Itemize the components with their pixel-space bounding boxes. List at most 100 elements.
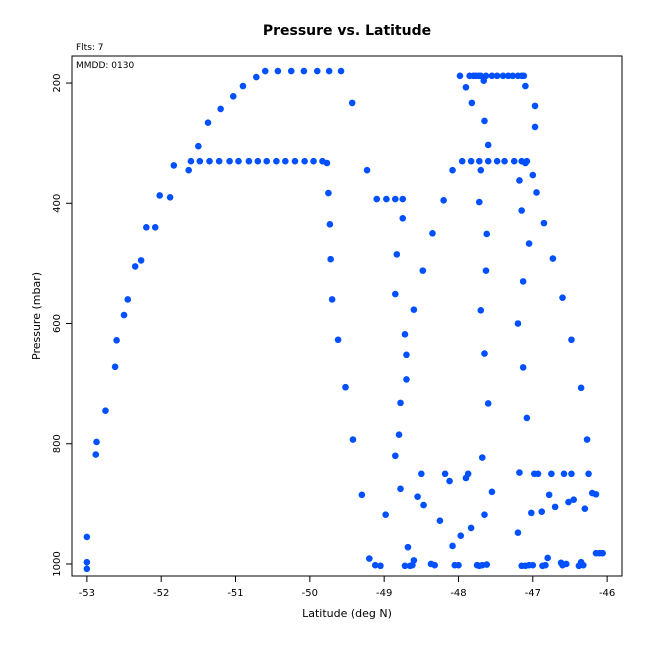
data-point (291, 157, 299, 165)
data-point (519, 278, 527, 285)
data-point (371, 561, 379, 569)
data-point (549, 255, 557, 262)
data-point (431, 561, 439, 569)
data-point (401, 331, 409, 338)
data-point (458, 157, 466, 165)
data-point (120, 311, 128, 319)
data-point (300, 67, 308, 75)
data-point (468, 99, 476, 107)
y-tick-label: 1000 (52, 551, 63, 576)
data-point (570, 496, 577, 503)
data-point (418, 470, 425, 478)
data-point (83, 565, 91, 573)
y-tick-label: 200 (52, 74, 63, 93)
data-point (467, 524, 475, 532)
data-point (399, 215, 407, 222)
data-point (457, 532, 465, 540)
data-point (545, 491, 553, 499)
data-point (441, 470, 449, 478)
x-tick-label: -53 (79, 588, 95, 599)
data-point (581, 505, 589, 512)
data-point (382, 511, 389, 518)
data-point (518, 207, 525, 214)
data-point (481, 117, 488, 125)
data-point (551, 503, 559, 511)
data-point (488, 72, 496, 80)
data-point (449, 542, 456, 550)
data-point (585, 470, 592, 478)
data-point (516, 177, 523, 184)
data-point (484, 400, 492, 407)
data-point (483, 230, 491, 238)
data-point (274, 67, 282, 75)
data-point (187, 157, 195, 165)
data-point (313, 67, 321, 75)
data-point (113, 337, 120, 344)
data-point (419, 267, 427, 274)
data-point (522, 159, 529, 167)
data-point (501, 157, 508, 165)
data-point (397, 485, 404, 493)
data-point (358, 491, 366, 499)
data-point (464, 470, 472, 478)
data-point (245, 157, 253, 165)
data-point (365, 555, 373, 562)
data-point (481, 350, 488, 357)
data-point (273, 157, 280, 165)
data-point (560, 470, 568, 478)
data-point (393, 251, 401, 258)
data-point (392, 195, 399, 203)
data-point (420, 501, 427, 509)
data-point (410, 306, 418, 313)
data-point (287, 67, 295, 75)
data-point (520, 72, 528, 80)
y-tick-label: 400 (52, 194, 63, 213)
data-point (516, 469, 523, 476)
annotation-date: MMDD: 0130 (76, 61, 134, 71)
data-point (528, 509, 535, 517)
data-point (399, 195, 407, 203)
data-point (166, 193, 174, 201)
data-point (449, 166, 456, 174)
data-point (310, 157, 317, 165)
data-point (440, 196, 447, 204)
data-point (477, 166, 485, 174)
x-tick-label: -49 (376, 588, 392, 599)
data-point (327, 255, 334, 263)
data-point (455, 561, 462, 569)
data-point (254, 157, 262, 165)
data-point (196, 157, 204, 165)
data-point (456, 72, 464, 80)
data-point (323, 159, 331, 167)
data-point (334, 336, 342, 344)
data-point (499, 72, 507, 80)
data-point (137, 257, 145, 264)
plot-frame (71, 55, 623, 577)
data-point (93, 438, 100, 446)
data-point (392, 452, 399, 460)
data-point (403, 376, 410, 383)
data-point (475, 198, 483, 206)
data-point (577, 558, 585, 566)
x-tick-label: -50 (302, 588, 318, 599)
data-point (373, 195, 381, 203)
data-point (482, 72, 490, 80)
data-point (326, 221, 334, 228)
data-point (548, 470, 555, 478)
data-point (446, 477, 453, 485)
x-tick-label: -51 (227, 588, 243, 599)
data-point (484, 141, 492, 149)
data-point (484, 157, 492, 165)
data-point (529, 561, 537, 569)
data-point (467, 157, 475, 165)
data-point (239, 82, 247, 90)
data-point (195, 142, 202, 150)
data-point (328, 296, 336, 303)
data-point (215, 157, 223, 165)
data-point (83, 533, 91, 541)
data-point (592, 490, 600, 498)
data-point (401, 562, 409, 570)
data-point (493, 157, 501, 165)
x-tick-label: -48 (450, 588, 466, 599)
data-point (377, 562, 384, 570)
